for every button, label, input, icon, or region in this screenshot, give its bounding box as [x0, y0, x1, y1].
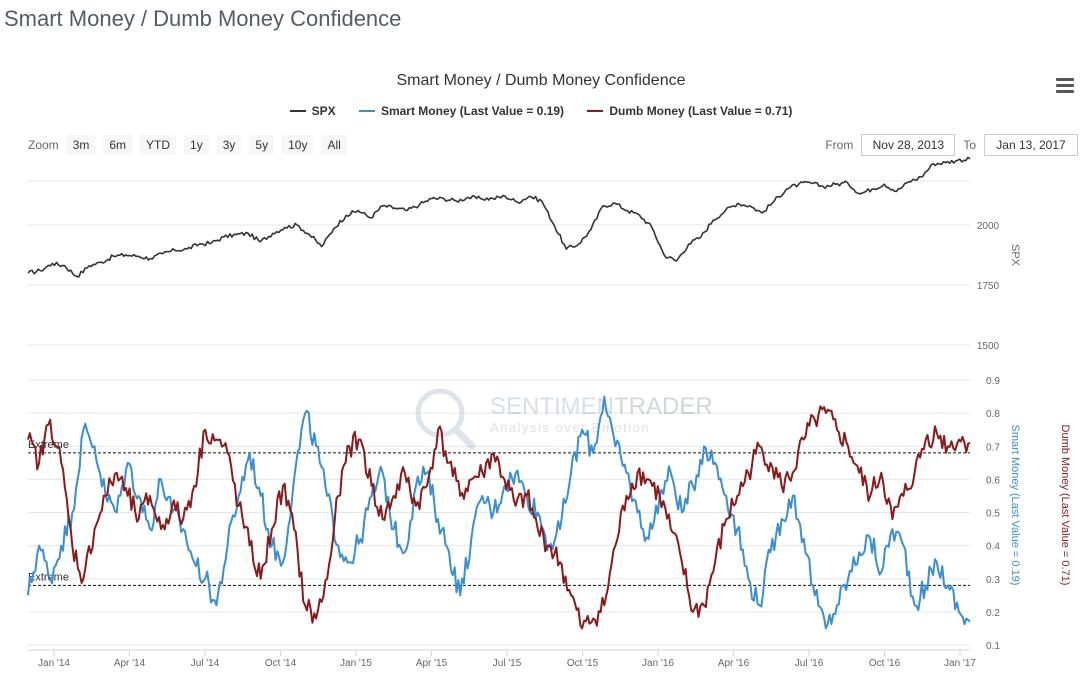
zoom-all-button[interactable]: All: [321, 135, 347, 155]
legend-label-dumb-money: Dumb Money (Last Value = 0.71): [609, 104, 793, 118]
hamburger-menu-icon[interactable]: [1056, 78, 1074, 94]
legend-item-dumb-money[interactable]: Dumb Money (Last Value = 0.71): [587, 104, 792, 118]
spx-line: [27, 156, 971, 278]
chart-title: Smart Money / Dumb Money Confidence: [396, 72, 686, 89]
smart-money-line: [27, 395, 971, 630]
x-tick-label: Oct '15: [567, 658, 599, 669]
conf-tick-label: 0.3: [986, 575, 1000, 586]
page-title: Smart Money / Dumb Money Confidence: [4, 6, 402, 31]
spx-tick-label: 1750: [977, 281, 1000, 292]
legend-swatch-spx: [289, 110, 306, 112]
conf-tick-label: 0.6: [986, 475, 1000, 486]
zoom-3y-button[interactable]: 3y: [216, 135, 242, 155]
zoom-1y-button[interactable]: 1y: [184, 135, 209, 155]
conf-tick-label: 0.5: [986, 509, 1000, 520]
x-tick-label: Oct '16: [869, 658, 901, 669]
conf-tick-label: 0.7: [986, 442, 1000, 453]
spx-axis-title: SPX: [1009, 244, 1021, 267]
watermark-brand: SENTIMENTRADER: [490, 393, 713, 420]
zoom-label: Zoom: [28, 138, 59, 152]
legend-swatch-dumb-money: [587, 110, 604, 112]
conf-tick-label: 0.8: [986, 409, 1000, 420]
legend: SPX Smart Money (Last Value = 0.19) Dumb…: [0, 101, 1082, 118]
spx-tick-label: 1500: [977, 341, 1000, 352]
from-label: From: [825, 138, 854, 152]
x-tick-label: Jul '16: [795, 658, 824, 669]
x-tick-label: Apr '15: [416, 658, 448, 669]
x-tick-label: Apr '16: [718, 658, 750, 669]
smart-money-axis-title: Smart Money (Last Value = 0.19): [1009, 425, 1021, 586]
zoom-3m-button[interactable]: 3m: [66, 135, 96, 155]
from-date-input[interactable]: Nov 28, 2013: [861, 134, 956, 156]
dumb-money-line: [27, 405, 971, 630]
watermark-tagline: Analysis over Emotion: [490, 420, 650, 435]
x-tick-label: Oct '14: [265, 658, 297, 669]
conf-tick-label: 0.1: [986, 641, 1000, 652]
spx-tick-label: 2000: [977, 221, 1000, 232]
conf-tick-label: 0.2: [986, 608, 1000, 619]
dumb-money-axis-title: Dumb Money (Last Value = 0.71): [1059, 425, 1071, 586]
x-tick-label: Jan '17: [944, 658, 976, 669]
legend-swatch-smart-money: [358, 110, 375, 112]
conf-tick-label: 0.9: [986, 376, 1000, 387]
to-date-input[interactable]: Jan 13, 2017: [984, 134, 1078, 156]
to-label: To: [963, 138, 976, 152]
legend-label-spx: SPX: [311, 104, 336, 118]
zoom-5y-button[interactable]: 5y: [249, 135, 275, 155]
magnifier-logo-icon: [415, 388, 465, 438]
legend-item-smart-money[interactable]: Smart Money (Last Value = 0.19): [358, 104, 565, 118]
date-range-selector: From Nov 28, 2013 To Jan 13, 2017: [817, 134, 1078, 156]
legend-label-smart-money: Smart Money (Last Value = 0.19): [380, 104, 565, 118]
x-tick-label: Jan '15: [340, 658, 372, 669]
x-tick-label: Jul '14: [191, 658, 220, 669]
conf-tick-label: 0.4: [986, 542, 1000, 553]
zoom-bar: Zoom 3m 6m YTD 1y 3y 5y 10y All: [28, 135, 355, 155]
x-tick-label: Jan '16: [642, 658, 674, 669]
zoom-10y-button[interactable]: 10y: [282, 135, 314, 155]
zoom-ytd-button[interactable]: YTD: [140, 135, 177, 155]
legend-item-spx[interactable]: SPX: [289, 104, 336, 118]
x-tick-label: Jan '14: [38, 658, 70, 669]
zoom-6m-button[interactable]: 6m: [103, 135, 133, 155]
x-tick-label: Apr '14: [114, 658, 146, 669]
x-tick-label: Jul '15: [493, 658, 522, 669]
